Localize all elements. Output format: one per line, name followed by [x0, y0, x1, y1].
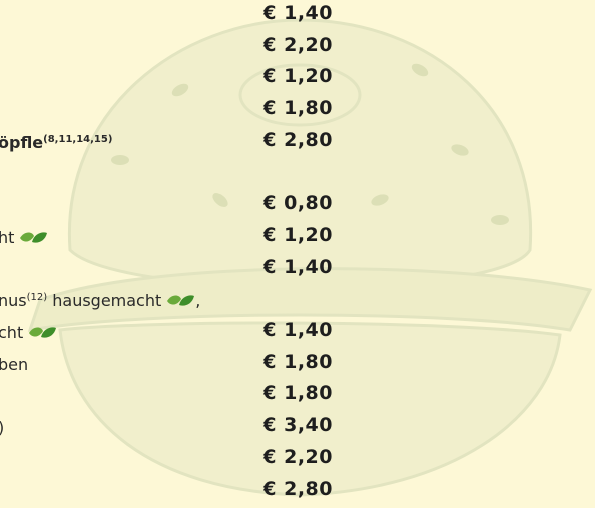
- menu-row: ben € 1,80: [0, 351, 595, 381]
- menu-row: ) € 3,40: [0, 414, 595, 444]
- item-price: € 2,80: [263, 478, 333, 500]
- allergen-codes: (8,11,14,15): [43, 134, 112, 145]
- item-text: ,: [195, 291, 200, 310]
- menu-row: € 1,20: [0, 65, 595, 95]
- item-price: € 2,20: [263, 34, 333, 56]
- menu-row: € 2,20: [0, 446, 595, 476]
- item-name: ht: [0, 228, 48, 247]
- item-name: ben: [0, 355, 28, 374]
- menu-row: [0, 161, 595, 191]
- menu-row: € 2,80: [0, 478, 595, 508]
- item-text: hausgemacht: [47, 291, 161, 310]
- item-text: ht: [0, 228, 14, 247]
- item-name: cht: [0, 323, 57, 342]
- menu-row: € 1,80: [0, 382, 595, 412]
- vegan-icon: [165, 294, 195, 308]
- item-text: ): [0, 418, 4, 437]
- menu-row: € 0,80: [0, 192, 595, 222]
- menu-row: € 2,20: [0, 34, 595, 64]
- menu-row: ht € 1,20: [0, 224, 595, 254]
- item-price: € 1,80: [263, 97, 333, 119]
- item-price: € 2,80: [263, 129, 333, 151]
- item-text: ben: [0, 355, 28, 374]
- item-name: öpfle(8,11,14,15): [0, 133, 112, 152]
- item-price: € 0,80: [263, 192, 333, 214]
- allergen-codes: (12): [27, 292, 48, 303]
- item-price: € 2,20: [263, 446, 333, 468]
- item-price: € 1,20: [263, 224, 333, 246]
- vegan-icon: [27, 326, 57, 340]
- menu-row: nus(12) hausgemacht,: [0, 287, 595, 317]
- page: {"rows": [ {"price": "€ 1,40"}, {"price"…: [0, 0, 595, 501]
- menu-row: € 1,80: [0, 97, 595, 127]
- item-text: cht: [0, 323, 23, 342]
- vegan-icon: [18, 231, 48, 245]
- menu-row: öpfle(8,11,14,15) € 2,80: [0, 129, 595, 159]
- item-price: € 3,40: [263, 414, 333, 436]
- item-text: nus: [0, 291, 27, 310]
- item-text: öpfle: [0, 133, 43, 152]
- item-price: € 1,20: [263, 65, 333, 87]
- item-price: € 1,40: [263, 319, 333, 341]
- item-name: nus(12) hausgemacht,: [0, 291, 200, 310]
- menu: € 1,40 € 2,20 € 1,20 € 1,80 öpfle(8,11,14,15…: [0, 0, 595, 501]
- menu-row: cht € 1,40: [0, 319, 595, 349]
- menu-row: € 1,40: [0, 256, 595, 286]
- item-price: € 1,80: [263, 382, 333, 404]
- item-name: ): [0, 418, 4, 437]
- item-price: € 1,40: [263, 256, 333, 278]
- item-price: € 1,40: [263, 2, 333, 24]
- menu-row: € 1,40: [0, 2, 595, 32]
- item-price: € 1,80: [263, 351, 333, 373]
